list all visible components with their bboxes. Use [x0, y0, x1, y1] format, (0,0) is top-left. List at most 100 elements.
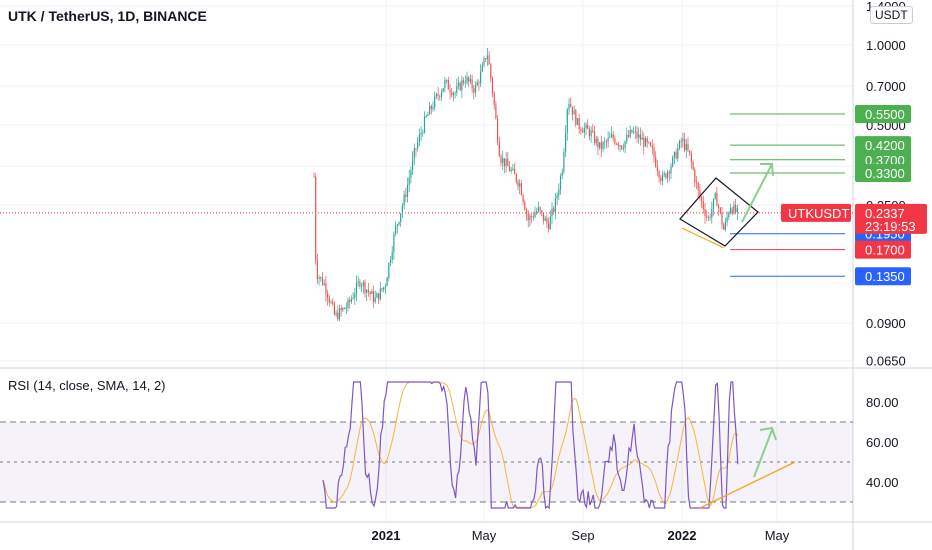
candle-body [733, 204, 735, 214]
candle-body [505, 158, 507, 167]
candle-body [452, 93, 454, 96]
candle-body [515, 174, 517, 182]
candle-body [527, 214, 529, 221]
price-level-lines [0, 113, 853, 277]
candle-body [340, 308, 342, 311]
candle-body [678, 140, 681, 149]
candle-body [661, 174, 664, 182]
candle-body [466, 77, 468, 83]
rsi-indicator-title: RSI (14, close, SMA, 14, 2) [8, 378, 166, 393]
rsi-tick-label: 40.00 [866, 475, 899, 490]
candle-body [694, 169, 696, 183]
candle-body [653, 147, 655, 158]
candle-body [459, 82, 461, 91]
candle-body [417, 141, 419, 149]
candle-body [571, 106, 573, 115]
candle-body [415, 148, 417, 150]
current-price-badge [855, 203, 927, 234]
candle-body [410, 170, 412, 178]
candle-body [599, 142, 601, 148]
rsi-arrow [753, 429, 773, 478]
candle-body [704, 209, 706, 217]
candle-body [454, 92, 456, 94]
price-tick-label: 0.0900 [866, 316, 906, 331]
candle-body [328, 297, 330, 303]
candle-body [514, 168, 516, 175]
price-tick-label: 0.0650 [866, 354, 906, 369]
candle-body [427, 114, 429, 117]
candle-body [551, 208, 553, 217]
candle-body [338, 308, 341, 320]
candle-body [473, 88, 475, 93]
candle-body [629, 129, 631, 137]
candle-body [485, 58, 487, 60]
price-level-badge-text: 0.3300 [865, 166, 905, 181]
candle-body [398, 221, 400, 225]
candle-body [716, 193, 718, 206]
price-badges: 0.55000.42000.37000.33000.19500.17000.13… [781, 105, 927, 286]
candle-body [573, 110, 575, 115]
price-tick-label: 1.0000 [866, 38, 906, 53]
support-trendline [681, 227, 725, 249]
candle-body [371, 291, 373, 294]
candle-body [548, 223, 550, 230]
candle-body [316, 260, 318, 279]
candle-body [565, 132, 567, 152]
candle-body [503, 158, 505, 167]
candle-body [607, 137, 609, 142]
candle-body [522, 195, 524, 203]
rsi-tick-label: 80.00 [866, 395, 899, 410]
candle-body [374, 297, 376, 302]
candle-body [429, 105, 431, 115]
candle-body [575, 110, 577, 125]
candle-body [369, 291, 371, 294]
candle-body [389, 259, 392, 264]
candle-body [366, 289, 368, 293]
candle-body [396, 224, 398, 227]
candle-body [719, 207, 721, 212]
candle-body [604, 141, 606, 143]
candle-body [566, 109, 568, 133]
candle-body [554, 198, 556, 212]
candle-body [490, 64, 492, 79]
candle-body [531, 215, 533, 217]
candle-body [701, 197, 703, 202]
candle-body [638, 134, 640, 138]
candle-body [434, 96, 436, 108]
candle-body [379, 288, 381, 300]
candle-body [313, 176, 315, 178]
candle-body [432, 107, 434, 109]
candle-body [633, 131, 635, 133]
candle-body [355, 282, 358, 294]
candle-body [699, 190, 701, 198]
candle-body [537, 207, 539, 212]
candle-body [354, 293, 356, 298]
candle-body [412, 158, 414, 171]
candle-body [507, 158, 509, 166]
time-axis: 2021 May Sep 2022 May [372, 528, 790, 543]
candle-body [670, 166, 672, 174]
candle-body [588, 128, 590, 137]
candle-body [644, 138, 647, 147]
candle-body [709, 217, 711, 219]
candle-body [478, 82, 480, 84]
currency-unit-button[interactable]: USDT [870, 6, 913, 24]
candle-body [408, 177, 410, 185]
rsi-tick-label: 60.00 [866, 435, 899, 450]
candle-body [636, 131, 638, 138]
target-arrow [741, 163, 773, 223]
candle-body [616, 143, 618, 145]
drawings [679, 163, 774, 249]
rsi-arrow-head [759, 426, 777, 441]
symbol-badge-text: UTKUSDT [788, 206, 849, 221]
price-level-badge-text: 0.1700 [865, 243, 905, 258]
rsi-line [322, 381, 739, 510]
candle-body [532, 216, 534, 218]
price-level-badge [855, 267, 911, 286]
candle-body [440, 91, 443, 97]
time-tick-label: May [765, 528, 790, 543]
candle-body [658, 170, 660, 178]
candle-body [318, 277, 320, 279]
candle-body [332, 302, 334, 304]
